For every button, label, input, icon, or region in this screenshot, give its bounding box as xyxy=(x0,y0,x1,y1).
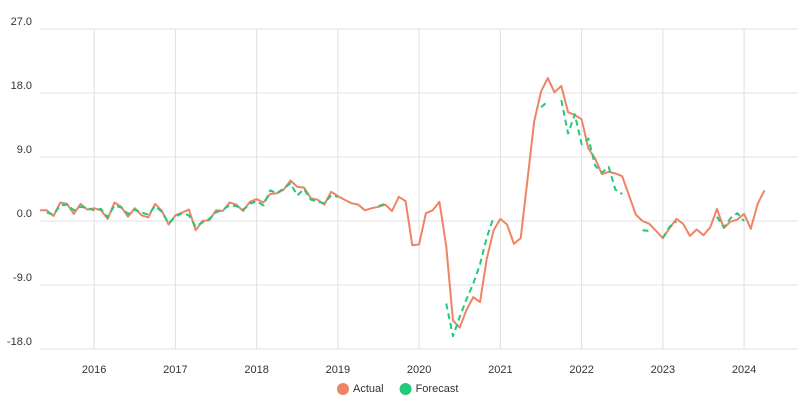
series-line xyxy=(46,99,745,338)
y-tick-label: 0.0 xyxy=(17,208,32,220)
x-tick-label: 2019 xyxy=(326,364,350,376)
x-tick-label: 2023 xyxy=(651,364,675,376)
y-tick-label: -18.0 xyxy=(7,336,32,348)
x-tick-label: 2020 xyxy=(407,364,431,376)
legend-label: Actual xyxy=(353,383,384,395)
x-tick-label: 2024 xyxy=(732,364,756,376)
y-tick-label: -9.0 xyxy=(13,272,32,284)
x-tick-label: 2022 xyxy=(569,364,593,376)
x-tick-label: 2017 xyxy=(163,364,187,376)
y-tick-label: 27.0 xyxy=(11,16,32,28)
legend-label: Forecast xyxy=(416,383,459,395)
x-tick-label: 2021 xyxy=(488,364,512,376)
legend-marker xyxy=(337,383,349,395)
series-line xyxy=(40,77,766,329)
x-tick-label: 2018 xyxy=(244,364,268,376)
legend-marker xyxy=(399,383,412,395)
x-tick-label: 2016 xyxy=(82,364,106,376)
y-tick-label: 9.0 xyxy=(17,144,32,156)
legend: Actual Forecast xyxy=(337,383,458,395)
y-tick-label: 18.0 xyxy=(11,80,32,92)
